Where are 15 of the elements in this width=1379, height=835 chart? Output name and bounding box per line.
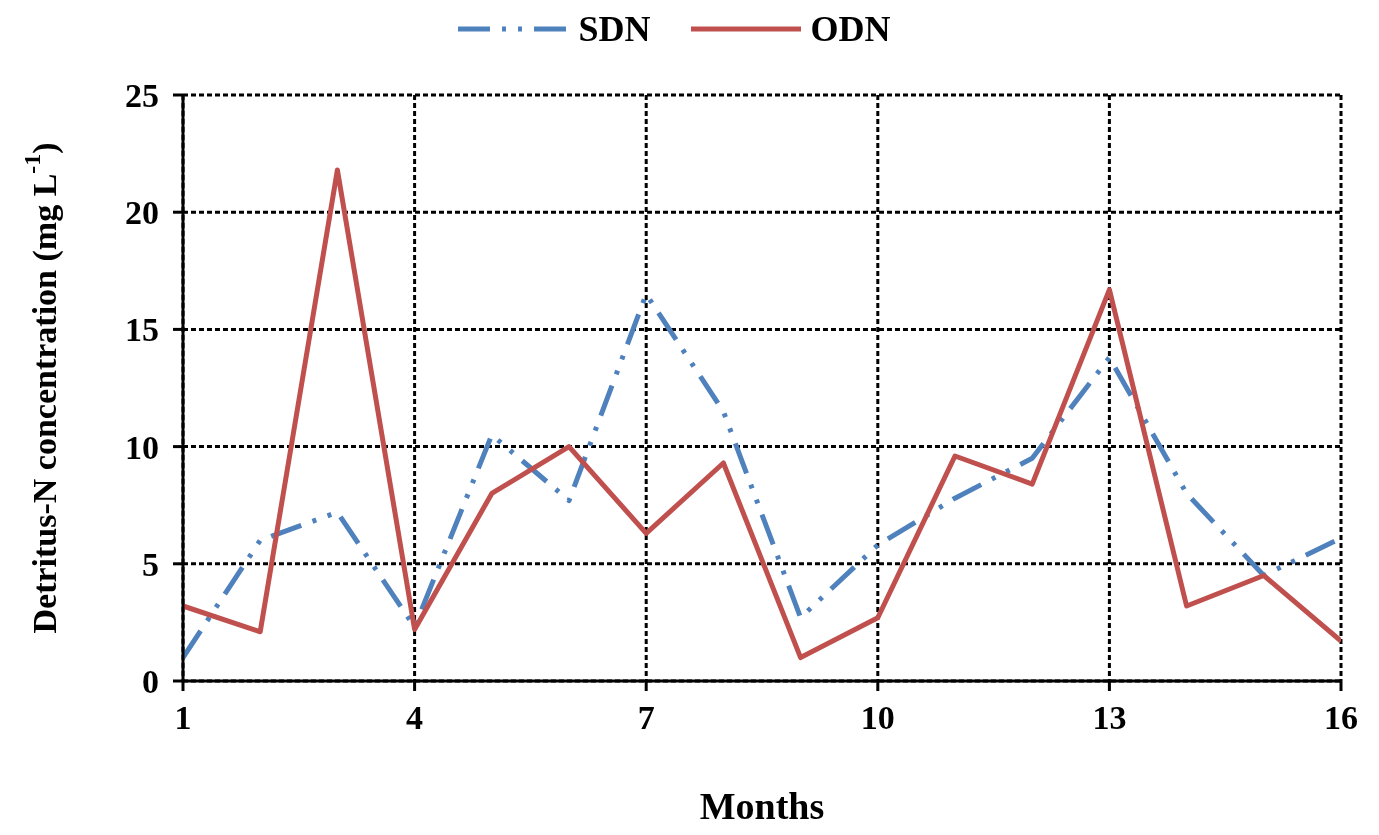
x-axis-title: Months (699, 785, 825, 827)
x-tick-label: 4 (406, 699, 424, 737)
y-tick-label: 0 (142, 663, 159, 701)
x-tick-label: 13 (1092, 699, 1127, 737)
x-tick-label: 16 (1324, 699, 1358, 737)
x-tick-label: 10 (860, 699, 895, 737)
y-tick-label: 10 (125, 428, 159, 466)
x-tick-label: 7 (637, 699, 655, 737)
y-tick-label: 5 (142, 545, 159, 583)
y-tick-label: 25 (125, 77, 159, 115)
legend-label: ODN (810, 8, 891, 50)
y-tick-label: 20 (125, 194, 159, 232)
legend-label: SDN (578, 8, 651, 50)
x-tick-label: 1 (174, 699, 192, 737)
y-tick-label: 15 (125, 311, 159, 349)
